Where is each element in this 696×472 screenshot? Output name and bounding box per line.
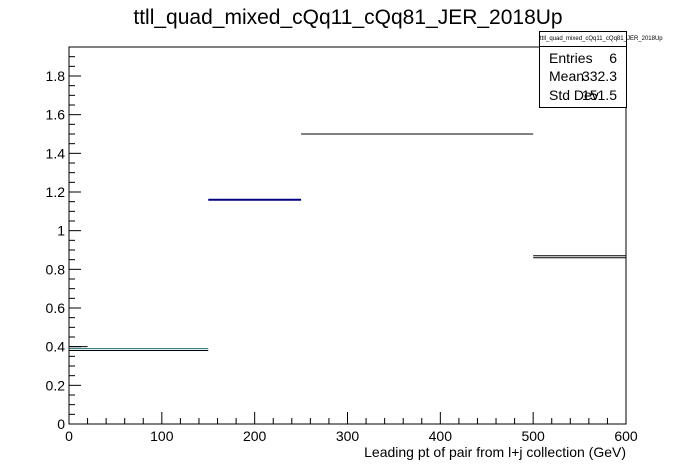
y-tick-label: 0.2 — [46, 377, 66, 393]
stats-label: Entries — [549, 50, 593, 66]
x-tick-label: 200 — [243, 428, 267, 444]
y-tick-label: 1.6 — [46, 107, 66, 123]
stats-row-stddev: Std Dev 151.5 — [540, 86, 626, 105]
stats-label: Mean — [549, 68, 585, 84]
y-tick-label: 1.4 — [46, 145, 66, 161]
y-tick-label: 0.8 — [46, 261, 66, 277]
stats-box: ttll_quad_mixed_cQq11_cQq81_JER_2018Up E… — [539, 31, 663, 108]
stats-value: 6 — [609, 50, 617, 66]
chart-title: ttll_quad_mixed_cQq11_cQq81_JER_2018Up — [133, 6, 563, 29]
y-tick-label: 1 — [57, 223, 65, 239]
y-tick-label: 1.2 — [46, 184, 66, 200]
stats-row-entries: Entries 6 — [540, 49, 626, 68]
stats-value: 332.3 — [581, 68, 617, 84]
stats-box-divider — [540, 46, 626, 47]
stats-box-title: ttll_quad_mixed_cQq11_cQq81_JER_2018Up — [540, 36, 663, 42]
x-tick-label: 300 — [336, 428, 360, 444]
y-tick-label: 0.6 — [46, 300, 66, 316]
x-axis-label: Leading pt of pair from l+j collection (… — [364, 444, 626, 460]
y-tick-label: 1.8 — [46, 68, 66, 84]
x-tick-label: 600 — [614, 428, 638, 444]
y-tick-label: 0 — [57, 416, 65, 432]
x-tick-label: 100 — [150, 428, 174, 444]
stats-row-mean: Mean 332.3 — [540, 67, 626, 86]
x-tick-label: 500 — [521, 428, 545, 444]
stats-label: Std Dev — [549, 87, 599, 103]
stats-value: 151.5 — [581, 87, 617, 103]
x-tick-label: 0 — [65, 428, 73, 444]
x-tick-label: 400 — [429, 428, 453, 444]
y-tick-label: 0.4 — [46, 339, 66, 355]
